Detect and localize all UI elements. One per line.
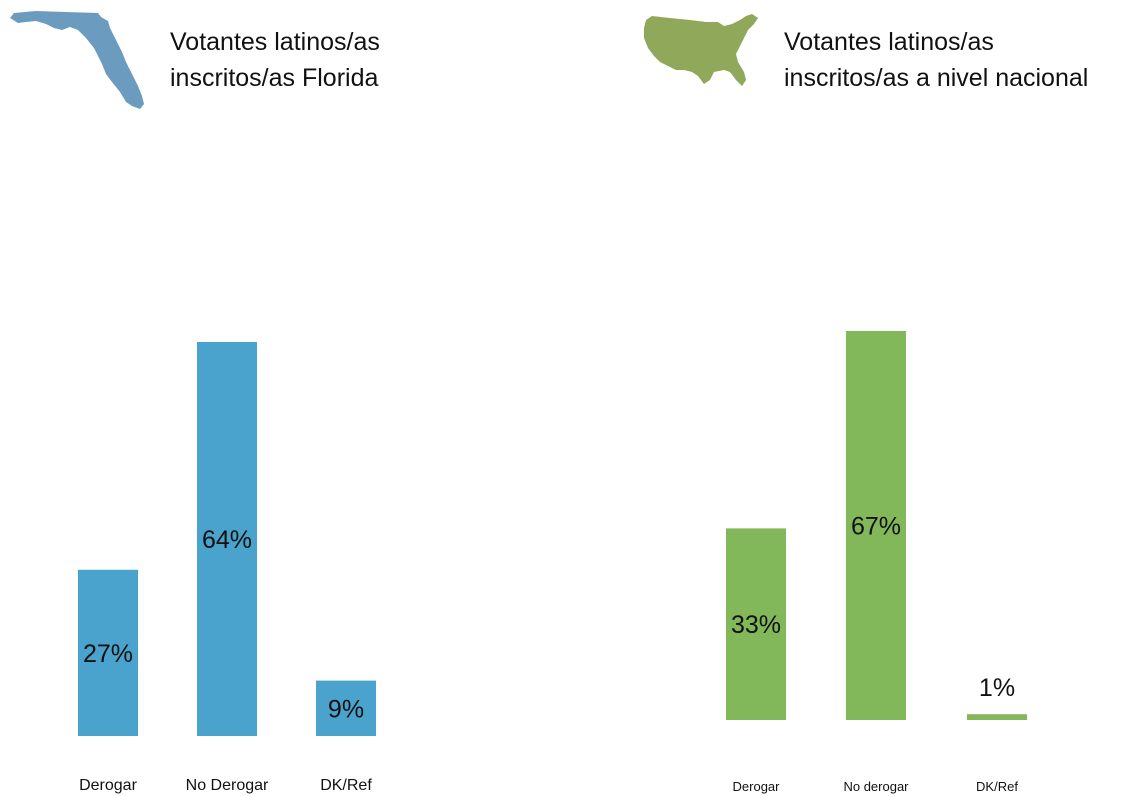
national-category-label: Derogar [733, 779, 781, 794]
florida-bar-derogar [78, 569, 138, 736]
national-data-label: 1% [979, 674, 1015, 702]
florida-category-label: Derogar [79, 777, 137, 794]
florida-data-label: 9% [328, 695, 364, 723]
florida-map-icon [10, 11, 144, 109]
national-title-line-2: inscritos/as a nivel nacional [784, 64, 1089, 92]
florida-data-label: 64% [202, 526, 252, 554]
national-data-label: 67% [851, 513, 901, 541]
us-map-icon [644, 14, 758, 86]
national-data-label: 33% [731, 611, 781, 639]
florida-bar-no-derogar [197, 342, 257, 736]
national-category-label: No derogar [843, 779, 909, 794]
national-bar-no-derogar [846, 331, 906, 720]
florida-category-label: DK/Ref [320, 777, 372, 794]
florida-chart-title: Votantes latinos/as inscritos/as Florida [170, 24, 470, 96]
florida-data-label: 27% [83, 640, 133, 668]
florida-title-line-1: Votantes latinos/as [170, 28, 380, 56]
national-bar-dk-ref [967, 714, 1027, 720]
florida-bar-dk-ref [316, 680, 376, 736]
national-chart-title: Votantes latinos/as inscritos/as a nivel… [784, 24, 1144, 96]
national-category-label: DK/Ref [976, 779, 1018, 794]
florida-title-line-2: inscritos/as Florida [170, 64, 379, 92]
florida-category-label: No Derogar [186, 777, 269, 794]
national-bar-derogar [726, 528, 786, 720]
national-title-line-1: Votantes latinos/as [784, 28, 994, 56]
